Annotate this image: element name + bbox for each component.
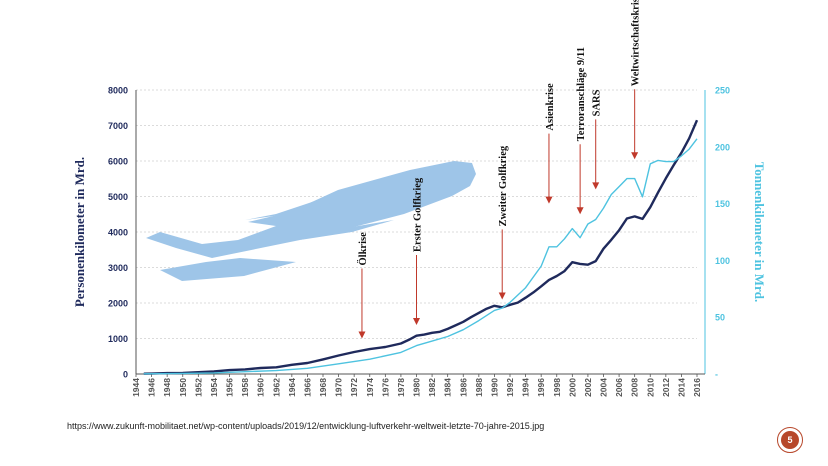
annotation-arrow-head	[592, 182, 600, 190]
annotation-arrow-head	[498, 292, 506, 300]
x-tick-label: 2004	[599, 378, 609, 397]
x-tick-label: 1952	[193, 378, 203, 397]
x-tick-label: 1944	[131, 378, 141, 397]
y2-tick-label: 200	[715, 142, 730, 152]
x-tick-label: 1992	[505, 378, 515, 397]
y2-axis-label: Tonnenkilometer in Mrd.	[752, 162, 767, 303]
x-tick-label: 1954	[209, 378, 219, 397]
x-tick-label: 1990	[489, 378, 499, 397]
x-tick-label: 2002	[583, 378, 593, 397]
x-tick-label: 2012	[661, 378, 671, 397]
annotation-arrow-head	[545, 196, 553, 204]
x-tick-label: 1946	[147, 378, 157, 397]
annotation-label: Terroranschläge 9/11	[576, 47, 587, 141]
annotation-label: SARS	[592, 89, 603, 116]
y-tick-label: 0	[123, 370, 128, 380]
x-tick-label: 2006	[614, 378, 624, 397]
annotation-arrow-head	[358, 331, 366, 339]
x-tick-label: 1994	[521, 378, 531, 397]
x-tick-label: 1948	[162, 378, 172, 397]
x-tick-label: 1964	[287, 378, 297, 397]
annotation-label: Zweiter Golfkrieg	[498, 145, 509, 226]
source-url[interactable]: https://www.zukunft-mobilitaet.net/wp-co…	[67, 421, 545, 431]
x-tick-label: 1988	[474, 378, 484, 397]
annotation-label: Asienkrise	[545, 83, 556, 131]
y2-tick-label: 150	[715, 199, 730, 209]
y-tick-label: 4000	[108, 228, 128, 238]
x-tick-label: 1982	[427, 378, 437, 397]
x-tick-label: 2010	[645, 378, 655, 397]
x-tick-label: 1962	[271, 378, 281, 397]
x-tick-label: 1976	[380, 378, 390, 397]
y2-tick-label: 50	[715, 313, 725, 323]
x-tick-label: 2016	[692, 378, 702, 397]
annotation-arrow-head	[413, 318, 420, 326]
x-tick-label: 1986	[458, 378, 468, 397]
page-number-badge: 5	[777, 427, 803, 453]
y-tick-label: 5000	[108, 192, 128, 202]
annotation-arrow-head	[576, 207, 584, 215]
x-tick-label: 1950	[178, 378, 188, 397]
y-tick-label: 7000	[108, 121, 128, 131]
x-tick-label: 1968	[318, 378, 328, 397]
x-tick-label: 1984	[443, 378, 453, 397]
airplane-silhouette	[146, 161, 476, 281]
x-tick-label: 2008	[630, 378, 640, 397]
x-tick-label: 1980	[412, 378, 422, 397]
annotations: Ölkrise Erster Golfkrieg Zweiter Golfkrieg…	[356, 0, 642, 339]
y-axis-label: Personenkilometer in Mrd.	[72, 157, 87, 307]
y-tick-label: 8000	[108, 86, 128, 96]
x-tick-label: 1974	[365, 378, 375, 397]
page-number: 5	[781, 431, 799, 449]
x-tick-label: 1966	[302, 378, 312, 397]
y-tick-label: 6000	[108, 157, 128, 167]
x-tick-label: 2000	[567, 378, 577, 397]
annotation-label: Weltwirtschaftskrise	[631, 0, 642, 86]
y2-tick-label: -	[715, 370, 718, 380]
x-tick-label: 1972	[349, 378, 359, 397]
x-tick-label: 1960	[256, 378, 266, 397]
y-tick-label: 3000	[108, 263, 128, 273]
annotation-label: Erster Golfkrieg	[413, 177, 424, 252]
x-tick-label: 1996	[536, 378, 546, 397]
series-line-personenkilometer	[143, 119, 699, 375]
series-lines	[143, 119, 699, 375]
y-tick-label: 1000	[108, 334, 128, 344]
x-tick-label: 1998	[552, 378, 562, 397]
x-tick-label: 1978	[396, 378, 406, 397]
y2-tick-label: 250	[715, 86, 730, 96]
annotation-label: Ölkrise	[356, 232, 369, 266]
annotation-arrow-head	[631, 152, 639, 160]
series-line-tonnenkilometer	[143, 138, 698, 375]
x-tick-label: 2014	[676, 378, 686, 397]
x-tick-label: 1970	[334, 378, 344, 397]
y2-tick-label: 100	[715, 256, 730, 266]
x-tick-label: 1958	[240, 378, 250, 397]
y-tick-label: 2000	[108, 299, 128, 309]
x-tick-label: 1956	[225, 378, 235, 397]
axes: 0 1000 2000 3000 4000 5000 6000 7000 8000 - 50 100 1…	[108, 86, 730, 397]
